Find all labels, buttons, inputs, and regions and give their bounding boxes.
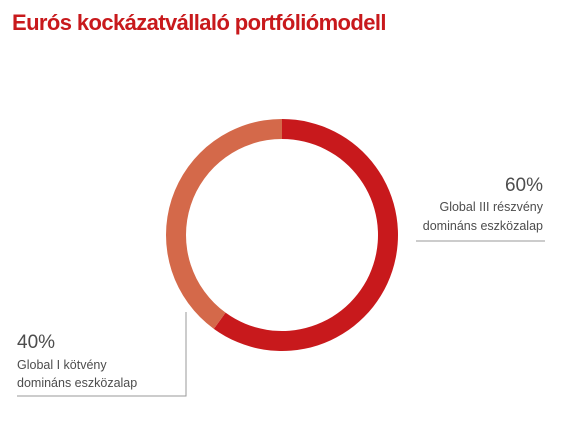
slice-1-name-line2: domináns eszközalap [17, 376, 137, 390]
annotation-left: 40% Global I kötvény domináns eszközalap [17, 312, 187, 397]
donut-slices [165, 119, 398, 351]
donut-slice-0 [213, 119, 398, 351]
donut-slice-1 [165, 119, 282, 329]
slice-1-percent-label: 40% [17, 332, 55, 353]
slice-0-name-line2: domináns eszközalap [423, 219, 543, 233]
chart-title: Eurós kockázatvállaló portfóliómodell [12, 10, 386, 35]
slice-1-name-line1: Global I kötvény [17, 358, 107, 372]
slice-1-leader-line [17, 312, 187, 397]
annotation-right: 60% Global III részvény domináns eszköza… [416, 175, 545, 242]
slice-0-percent-label: 60% [505, 175, 543, 196]
slice-0-name-line1: Global III részvény [439, 200, 543, 214]
